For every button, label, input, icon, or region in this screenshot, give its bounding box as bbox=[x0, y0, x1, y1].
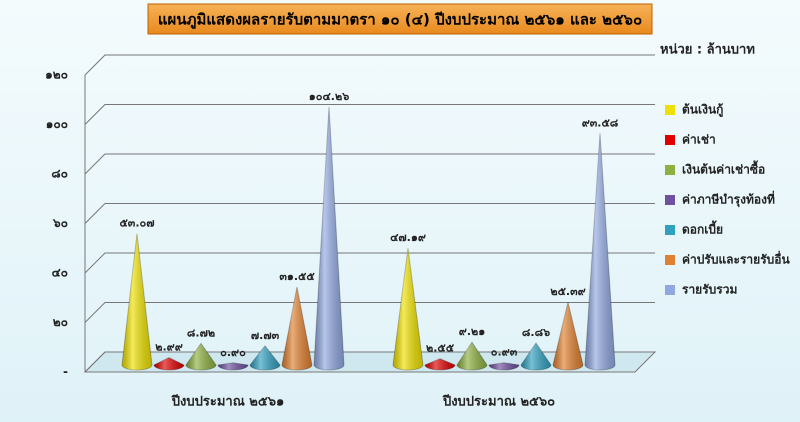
legend-label: ค่าเช่า bbox=[682, 133, 716, 147]
legend-label: ต้นเงินกู้ bbox=[682, 103, 723, 118]
cone-shade bbox=[553, 302, 583, 370]
x-tick-label: ปีงบประมาณ ๒๕๖๑ bbox=[171, 394, 284, 410]
grid-line bbox=[84, 153, 655, 175]
y-tick-label: ๖๐ bbox=[52, 216, 68, 230]
y-tick-label: - bbox=[63, 365, 68, 379]
legend-label: ดอกเบี้ย bbox=[682, 220, 723, 237]
value-label: ๑๐๔.๒๖ bbox=[309, 90, 349, 103]
cone-shade bbox=[457, 342, 487, 370]
y-tick-label: ๒๐ bbox=[53, 315, 68, 329]
legend-label: ค่าภาษีบำรุงท้องที่ bbox=[682, 191, 775, 208]
value-label: ๗.๗๓ bbox=[251, 329, 280, 342]
value-label: ๒.๕๕ bbox=[426, 342, 455, 355]
value-label: ๒๕.๓๙ bbox=[550, 285, 585, 298]
legend-swatch bbox=[665, 255, 675, 265]
grid-line bbox=[84, 302, 655, 323]
value-label: ๙.๒๑ bbox=[459, 325, 485, 338]
y-tick-label: ๑๐๐ bbox=[46, 117, 68, 131]
value-label: ๔๗.๑๙ bbox=[390, 231, 426, 244]
legend-swatch bbox=[665, 285, 675, 295]
legend-label: เงินต้นค่าเช่าซื้อ bbox=[682, 160, 765, 177]
value-label: ๕๓.๐๗ bbox=[119, 217, 154, 230]
grid-line bbox=[84, 252, 655, 274]
grid-line bbox=[84, 203, 655, 224]
y-tick-label: ๘๐ bbox=[51, 167, 68, 181]
legend-swatch bbox=[665, 105, 675, 115]
value-label: ๐.๙๐ bbox=[220, 346, 246, 359]
y-tick-label: ๑๒๐ bbox=[45, 68, 68, 82]
cone-shade bbox=[425, 358, 455, 370]
cone-shade bbox=[218, 362, 248, 370]
cone-shade bbox=[122, 233, 152, 370]
value-label: ๐.๙๓ bbox=[491, 346, 518, 359]
cone-shade bbox=[154, 357, 184, 370]
chart-title: แผนภูมิแสดงผลรายรับตามมาตรา ๑๐ (๔) ปีงบป… bbox=[158, 11, 642, 30]
legend-swatch bbox=[665, 225, 675, 235]
value-label: ๙๓.๕๘ bbox=[582, 116, 619, 129]
cone-shade bbox=[282, 286, 312, 370]
legend-swatch bbox=[665, 135, 675, 145]
y-tick-label: ๔๐ bbox=[52, 266, 68, 280]
title-box bbox=[147, 3, 653, 35]
value-label: ๒.๙๙ bbox=[155, 341, 183, 354]
x-tick-label: ปีงบประมาณ ๒๕๖๐ bbox=[442, 394, 555, 410]
legend-label: รายรับรวม bbox=[682, 283, 737, 297]
value-label: ๓๑.๕๕ bbox=[279, 270, 315, 283]
cone-shade bbox=[314, 106, 344, 371]
cone-shade bbox=[585, 133, 615, 370]
value-label: ๘.๘๖ bbox=[522, 326, 550, 339]
legend-swatch bbox=[665, 165, 675, 175]
grid-line bbox=[84, 54, 655, 76]
cone-shade bbox=[250, 345, 280, 370]
cone-shade bbox=[393, 248, 423, 370]
unit-label: หน่วย : ล้านบาท bbox=[660, 42, 755, 58]
value-label: ๘.๗๒ bbox=[187, 326, 215, 339]
cone-shade bbox=[521, 343, 551, 370]
legend-label: ค่าปรับและรายรับอื่น bbox=[682, 251, 790, 267]
cone-shade bbox=[489, 362, 519, 370]
legend-swatch bbox=[665, 195, 675, 205]
cone-shade bbox=[186, 343, 216, 370]
grid-line bbox=[84, 104, 655, 125]
